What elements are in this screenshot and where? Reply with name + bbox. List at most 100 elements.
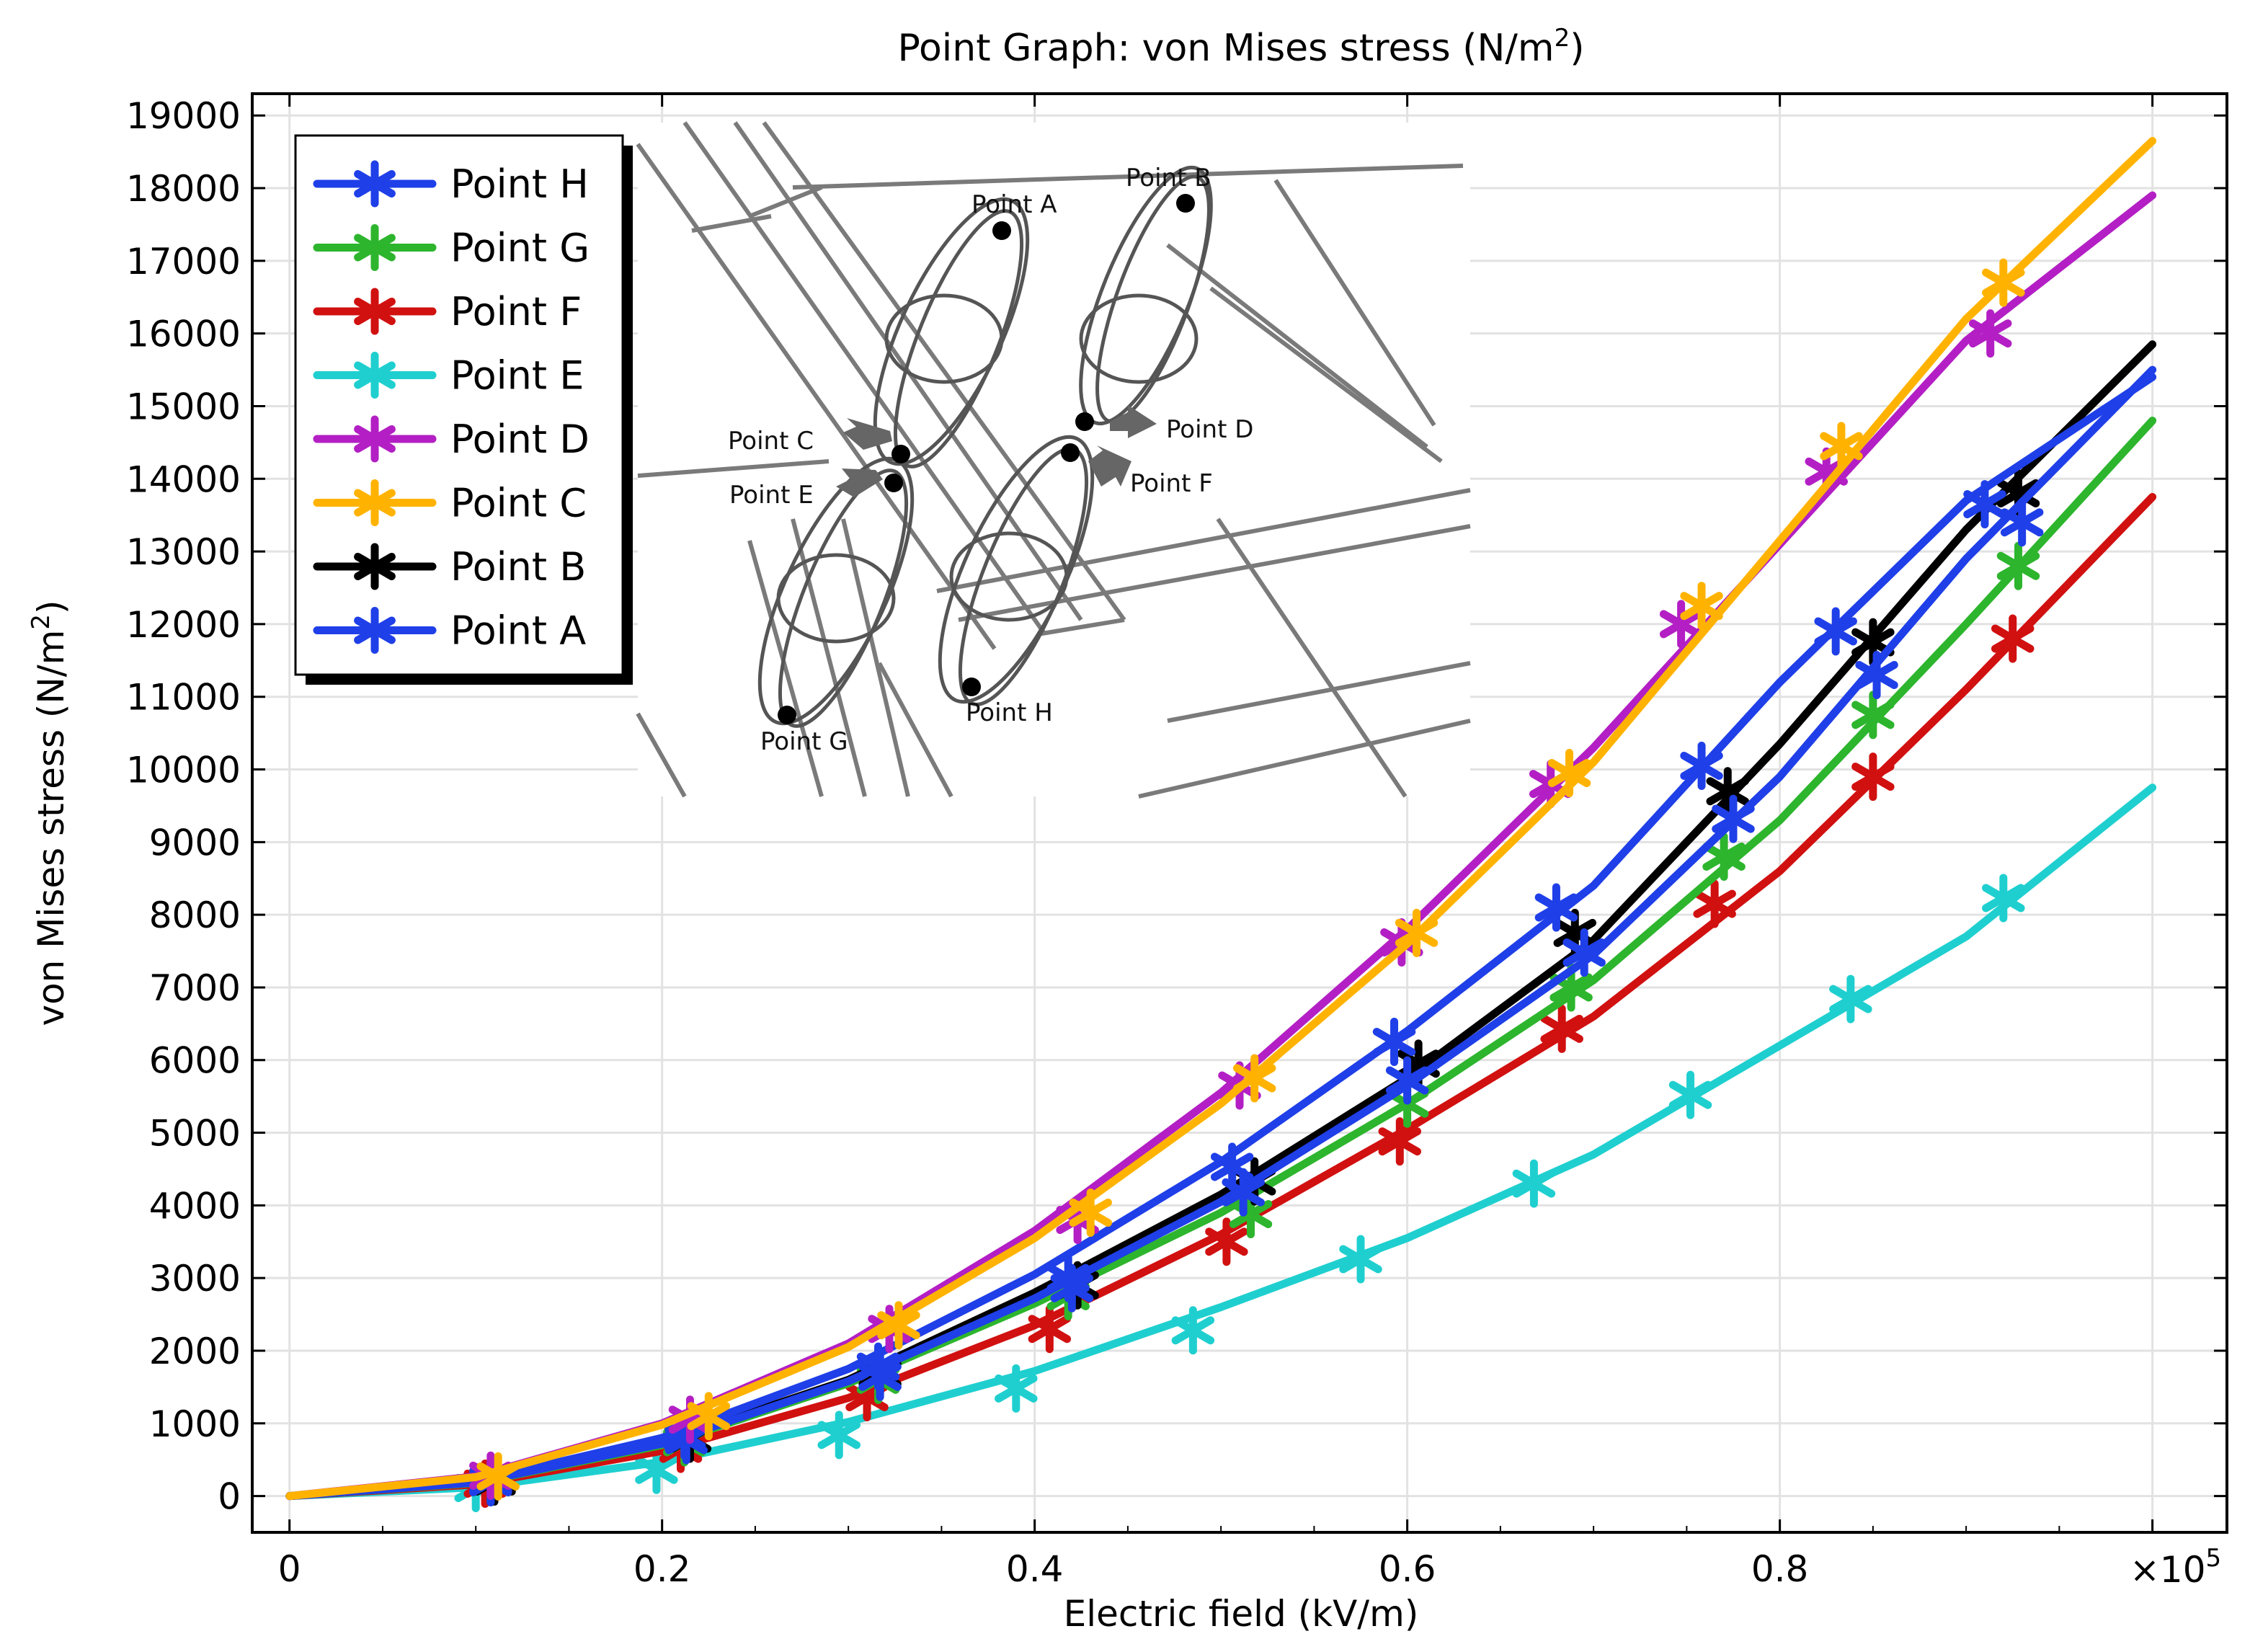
marker-point-h xyxy=(1210,1142,1254,1191)
arrow-point-c xyxy=(843,418,892,450)
x-tick-label: 0 xyxy=(278,1548,301,1590)
inset-dot-e xyxy=(884,474,903,492)
inset-label-g: Point G xyxy=(760,727,848,756)
legend-entry-point-d: Point D xyxy=(313,415,590,463)
legend-box xyxy=(294,134,624,676)
marker-point-e xyxy=(635,1445,678,1494)
marker-point-d xyxy=(1659,600,1703,649)
y-tick-label: 7000 xyxy=(149,967,241,1009)
y-tick-label: 10000 xyxy=(126,750,241,791)
legend-marker xyxy=(354,224,396,271)
marker-point-f xyxy=(1991,614,2035,663)
marker-point-b xyxy=(1706,767,1749,816)
x-tick-label: 0.4 xyxy=(1006,1548,1064,1590)
inset-dot-b xyxy=(1176,194,1195,213)
marker-point-c xyxy=(1395,908,1439,957)
series-line-point-a xyxy=(285,365,2157,1501)
legend-marker xyxy=(354,415,396,463)
inset-dot-f xyxy=(1061,443,1080,462)
inset-label-d: Point D xyxy=(1166,415,1253,444)
y-tick-label: 3000 xyxy=(149,1258,241,1300)
inset-labels: Point A Point B Point C Point D Point E … xyxy=(728,164,1253,756)
marker-point-a xyxy=(1562,928,1606,977)
marker-point-f xyxy=(1851,752,1895,801)
marker-point-e xyxy=(1512,1159,1556,1208)
marker-point-f xyxy=(1378,1117,1422,1166)
y-tick-label: 5000 xyxy=(149,1113,241,1155)
inset-label-a: Point A xyxy=(971,190,1057,219)
chart-title: Point Graph: von Mises stress (N/m2) xyxy=(897,24,1584,70)
marker-point-e xyxy=(995,1364,1038,1413)
inset-dot-h xyxy=(962,678,981,696)
inset-label-c: Point C xyxy=(728,427,814,456)
marker-point-c xyxy=(687,1392,731,1441)
marker-point-h xyxy=(1814,607,1857,656)
y-tick-label: 18000 xyxy=(126,168,241,210)
inset-dot-d xyxy=(1075,412,1094,431)
marker-point-c xyxy=(1820,422,1863,471)
marker-point-e xyxy=(1668,1070,1712,1119)
legend-marker xyxy=(354,479,396,526)
y-axis-title: von Mises stress (N/m2) xyxy=(27,600,72,1026)
y-tick-label: 2000 xyxy=(149,1331,241,1372)
x-tick-label: 0.6 xyxy=(1379,1548,1436,1590)
marker-point-f xyxy=(1540,1004,1583,1053)
marker-point-e xyxy=(1339,1235,1382,1284)
marker-point-f xyxy=(1693,879,1736,928)
y-tick-label: 1000 xyxy=(149,1403,241,1445)
marker-point-a xyxy=(1385,1056,1429,1105)
legend-entry-point-g: Point G xyxy=(313,224,590,271)
legend-label: Point A xyxy=(450,608,586,654)
legend-entry-point-c: Point C xyxy=(313,479,587,526)
legend-entries: Point H Point G Point F Point E Point D Point… xyxy=(313,160,590,654)
y-tick-label: 12000 xyxy=(126,604,241,646)
marker-point-a xyxy=(2000,498,2044,547)
inset-dot-a xyxy=(992,221,1011,240)
inset-arrows xyxy=(836,405,1157,497)
legend-label: Point F xyxy=(450,289,582,334)
marker-point-c xyxy=(476,1452,520,1501)
marker-point-c xyxy=(1232,1054,1276,1103)
inset-label-e: Point E xyxy=(729,481,814,510)
y-tick-label: 16000 xyxy=(126,314,241,355)
y-tick-label: 4000 xyxy=(149,1185,241,1227)
legend-marker xyxy=(354,607,396,654)
legend-marker xyxy=(354,160,396,208)
y-tick-label: 19000 xyxy=(126,95,241,137)
marker-point-e xyxy=(1982,874,2025,923)
x-axis-multiplier: ×105 xyxy=(2130,1544,2221,1591)
marker-point-g xyxy=(1702,832,1746,881)
legend-marker xyxy=(354,543,396,590)
marker-point-e xyxy=(817,1411,861,1460)
y-tick-label: 6000 xyxy=(149,1040,241,1082)
marker-point-c xyxy=(1982,258,2025,307)
y-tick-label: 17000 xyxy=(126,241,241,283)
legend-label: Point H xyxy=(450,161,589,207)
marker-point-f xyxy=(1028,1305,1072,1354)
marker-point-h xyxy=(1680,741,1723,790)
marker-point-a xyxy=(1712,794,1755,843)
arrow-point-e xyxy=(836,468,883,497)
legend-entry-point-e: Point E xyxy=(313,352,584,399)
inset-points xyxy=(778,194,1195,724)
x-tick-label: 0.8 xyxy=(1751,1548,1809,1590)
marker-point-h xyxy=(1372,1018,1416,1067)
y-tick-label: 13000 xyxy=(126,531,241,573)
legend-label: Point E xyxy=(450,353,584,399)
y-tick-label: 15000 xyxy=(126,386,241,427)
y-tick-label: 0 xyxy=(218,1476,241,1518)
legend-marker xyxy=(354,352,396,399)
marker-point-e xyxy=(1171,1306,1215,1355)
inset-background xyxy=(638,123,1470,796)
legend-label: Point C xyxy=(450,481,587,526)
series-point-h xyxy=(285,373,2157,1505)
y-tick-label: 11000 xyxy=(126,677,241,719)
marker-point-d xyxy=(1968,309,2012,358)
marker-point-c xyxy=(877,1301,920,1350)
series-layer xyxy=(285,137,2157,1513)
legend-entry-point-h: Point H xyxy=(313,160,589,208)
marker-point-g xyxy=(1996,541,2040,590)
legend-label: Point B xyxy=(450,544,586,590)
legend-marker xyxy=(354,288,396,335)
y-axis-ticks: 0 1000 2000 3000 4000 5000 6000 7000 8000 9000 100… xyxy=(126,95,2227,1518)
